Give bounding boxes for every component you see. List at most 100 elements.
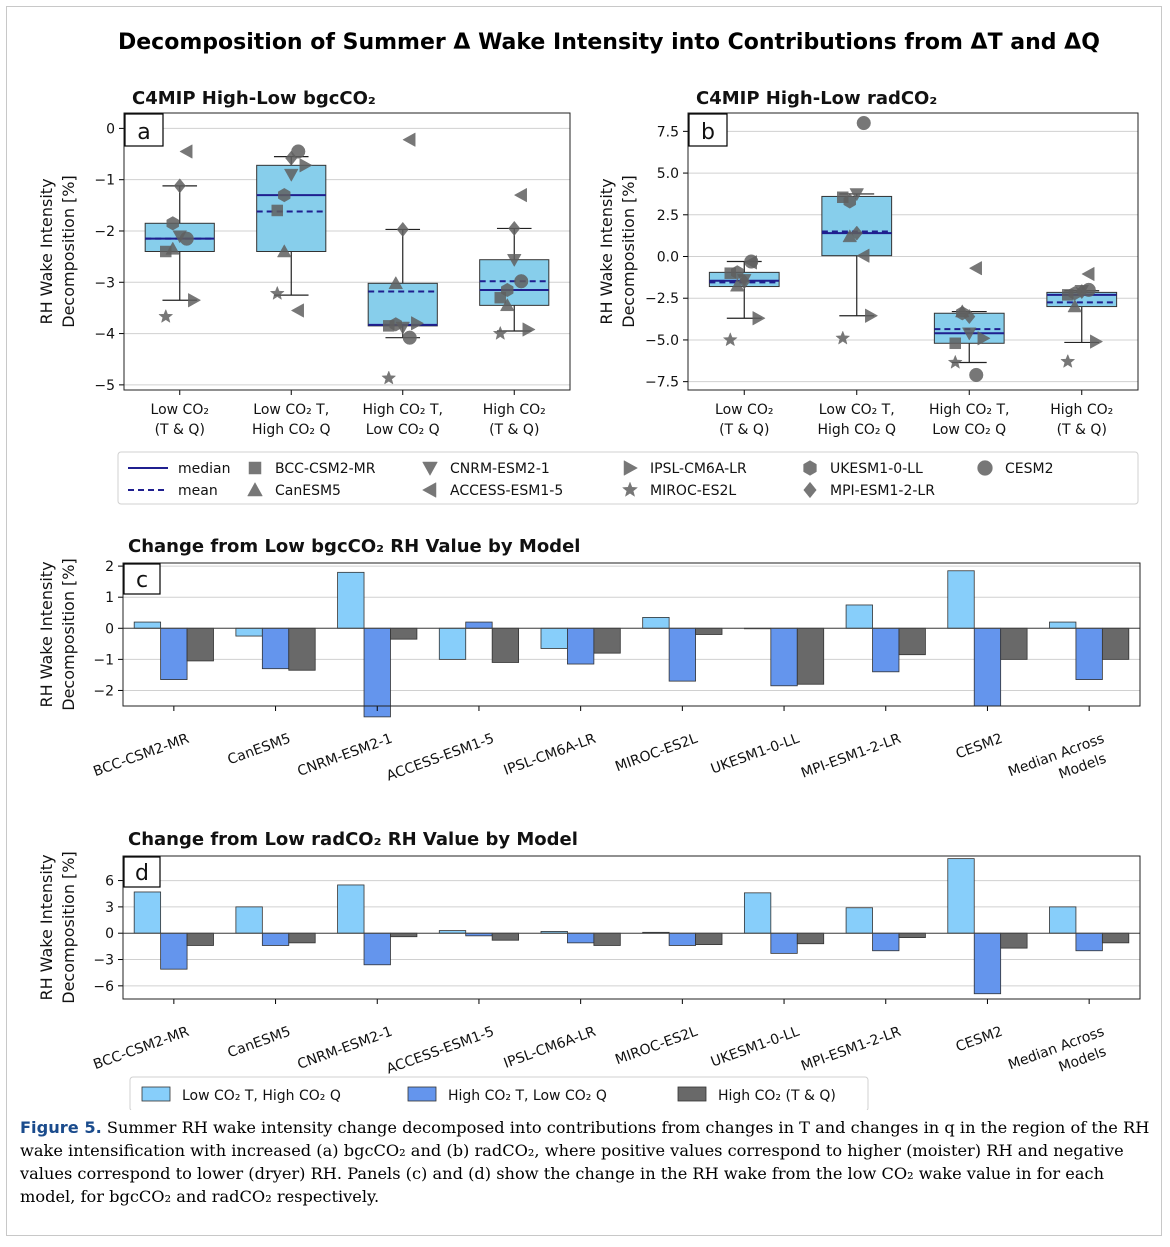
y-tick-label: −5 bbox=[94, 378, 115, 394]
plot-area-b bbox=[688, 113, 1138, 390]
legend-bar-label: High CO₂ T, Low CO₂ Q bbox=[448, 1088, 607, 1104]
bar bbox=[947, 858, 975, 934]
x-tick-label: UKESM1-0-LL bbox=[709, 731, 802, 778]
marker-access-esm1-5 bbox=[290, 303, 304, 318]
marker-miroc-es2l bbox=[947, 354, 963, 369]
x-tick-label: (T & Q) bbox=[489, 422, 539, 438]
marker-cesm2 bbox=[514, 274, 529, 289]
x-tick-label: MIROC-ES2L bbox=[613, 1024, 700, 1069]
legend-model-label: CESM2 bbox=[1005, 461, 1054, 477]
bar bbox=[898, 627, 926, 656]
x-tick-label: Low CO₂ bbox=[151, 402, 209, 418]
legend-marker-cnrm-esm2-1 bbox=[422, 461, 438, 476]
marker-ipsl-cm6a-lr bbox=[977, 331, 991, 346]
legend-marker-access-esm1-5 bbox=[422, 482, 437, 498]
figure-title: Decomposition of Summer Δ Wake Intensity… bbox=[118, 30, 1100, 55]
marker-mpi-esm1-2-lr bbox=[173, 178, 186, 194]
x-tick-label: MIROC-ES2L bbox=[613, 731, 700, 776]
x-tick-label: Low CO₂ bbox=[715, 402, 773, 418]
y-tick-label: −3 bbox=[93, 953, 114, 969]
y-tick-label: −2 bbox=[93, 683, 114, 699]
bar bbox=[337, 571, 365, 629]
bar bbox=[695, 627, 723, 635]
legend-marker-ukesm1-0-ll bbox=[803, 460, 817, 476]
x-tick-label: MPI-ESM1-2-LR bbox=[799, 731, 903, 782]
legend-marker-miroc-es2l bbox=[621, 481, 639, 497]
x-tick-label: ACCESS-ESM1-5 bbox=[384, 731, 496, 785]
marker-mpi-esm1-2-lr bbox=[850, 225, 863, 241]
figure-caption: Figure 5. Summer RH wake intensity chang… bbox=[20, 1116, 1150, 1208]
marker-cnrm-esm2-1 bbox=[283, 168, 299, 182]
marker-cesm2 bbox=[856, 115, 871, 131]
marker-access-esm1-5 bbox=[402, 132, 416, 147]
marker-ipsl-cm6a-lr bbox=[188, 292, 202, 308]
legend-model-label: ACCESS-ESM1-5 bbox=[450, 483, 563, 499]
y-axis-label: RH Wake Intensity bbox=[37, 561, 56, 707]
bar-legend-box bbox=[129, 1076, 869, 1110]
legend-mean-label: mean bbox=[178, 483, 218, 499]
panel-letter-box bbox=[123, 856, 161, 888]
bar bbox=[898, 932, 926, 938]
y-tick-label: 0 bbox=[105, 926, 114, 942]
bar bbox=[668, 627, 696, 682]
legend-bar-label: High CO₂ (T & Q) bbox=[718, 1088, 836, 1104]
legend-marker-bcc-csm2-mr bbox=[248, 461, 262, 475]
bar bbox=[337, 884, 365, 934]
box bbox=[367, 282, 438, 327]
box bbox=[479, 259, 550, 306]
legend-model-label: CNRM-ESM2-1 bbox=[450, 461, 550, 477]
x-tick-label: BCC-CSM2-MR bbox=[91, 731, 191, 780]
bar bbox=[133, 621, 162, 629]
legend-marker-mpi-esm1-2-lr bbox=[803, 481, 817, 499]
legend-bar-label: Low CO₂ T, High CO₂ Q bbox=[182, 1088, 341, 1104]
x-tick-label: UKESM1-0-LL bbox=[709, 1024, 802, 1071]
y-tick-label: −2 bbox=[94, 224, 115, 240]
y-tick-label: −1 bbox=[94, 173, 115, 189]
x-tick-label: Low CO₂ Q bbox=[932, 422, 1006, 438]
bar bbox=[642, 617, 670, 629]
x-tick-label: Low CO₂ T, bbox=[253, 402, 329, 418]
bar bbox=[973, 627, 1002, 707]
bar bbox=[390, 627, 418, 640]
plot-frame bbox=[687, 112, 1139, 391]
y-axis-label: RH Wake Intensity bbox=[37, 178, 56, 324]
bar bbox=[465, 621, 493, 629]
y-tick-label: −2.5 bbox=[645, 291, 679, 307]
bar bbox=[261, 932, 290, 946]
marker-canesm5 bbox=[276, 244, 292, 258]
bar bbox=[593, 932, 621, 946]
bar bbox=[491, 932, 520, 941]
bar bbox=[1101, 932, 1130, 944]
marker-ukesm1-0-ll bbox=[843, 194, 856, 209]
bar bbox=[1075, 627, 1103, 680]
marker-cnrm-esm2-1 bbox=[849, 188, 865, 202]
y-tick-label: 0.0 bbox=[657, 250, 679, 266]
x-tick-label: High CO₂ Q bbox=[252, 422, 331, 438]
marker-miroc-es2l bbox=[269, 285, 285, 300]
y-tick-label: 2 bbox=[105, 559, 114, 575]
legend-swatch bbox=[407, 1086, 437, 1102]
legend-model-label: MPI-ESM1-2-LR bbox=[830, 483, 935, 499]
y-axis-label: RH Wake Intensity bbox=[597, 178, 616, 324]
legend-model-label: UKESM1-0-LL bbox=[830, 461, 923, 477]
legend-swatch bbox=[141, 1086, 171, 1102]
y-tick-label: −6 bbox=[93, 979, 114, 995]
x-tick-label: MPI-ESM1-2-LR bbox=[799, 1024, 903, 1075]
y-axis-label: Decomposition [%] bbox=[59, 558, 78, 710]
y-tick-label: 6 bbox=[105, 874, 114, 890]
bar bbox=[160, 932, 188, 970]
y-tick-label: −5.0 bbox=[645, 333, 679, 349]
y-tick-label: −1 bbox=[93, 652, 114, 668]
bar bbox=[567, 932, 595, 944]
marker-mpi-esm1-2-lr bbox=[508, 220, 521, 237]
bar bbox=[973, 932, 1002, 995]
panel-letter: a bbox=[137, 120, 150, 145]
marker-cesm2 bbox=[291, 144, 306, 159]
bar bbox=[947, 570, 975, 629]
marker-cesm2 bbox=[744, 254, 759, 269]
legend-marker-cesm2 bbox=[977, 460, 993, 476]
bar bbox=[872, 932, 900, 952]
marker-access-esm1-5 bbox=[856, 248, 870, 263]
bar bbox=[695, 932, 723, 946]
bar bbox=[491, 627, 520, 663]
